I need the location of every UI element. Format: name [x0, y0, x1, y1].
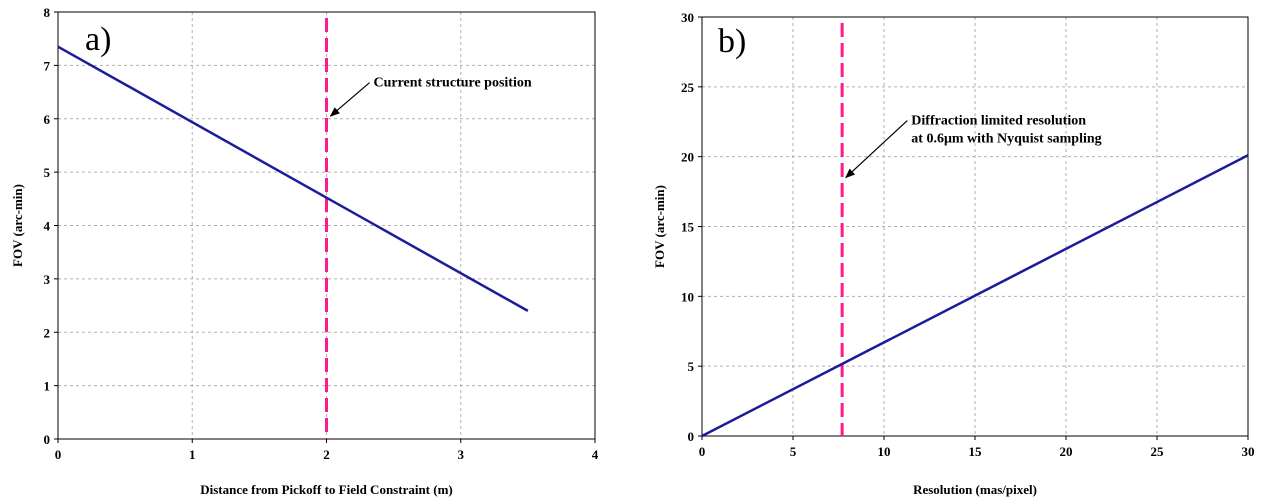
- y-tick-label: 1: [44, 379, 51, 394]
- x-tick-label: 3: [458, 447, 465, 462]
- x-tick-label: 20: [1060, 444, 1073, 459]
- y-tick-label: 6: [44, 112, 51, 127]
- y-tick-label: 5: [688, 359, 695, 374]
- x-axis-label: Resolution (mas/pixel): [913, 482, 1037, 497]
- annotation-text: Current structure position: [373, 76, 531, 91]
- y-tick-label: 7: [44, 58, 51, 73]
- y-tick-label: 3: [44, 272, 51, 287]
- x-tick-label: 15: [969, 444, 983, 459]
- x-tick-label: 10: [878, 444, 891, 459]
- y-tick-label: 0: [688, 429, 695, 444]
- y-tick-label: 15: [681, 220, 695, 235]
- y-tick-label: 5: [44, 165, 51, 180]
- x-tick-label: 0: [699, 444, 706, 459]
- x-tick-label: 4: [592, 447, 599, 462]
- y-tick-label: 8: [44, 5, 51, 20]
- x-tick-label: 30: [1242, 444, 1255, 459]
- x-tick-label: 2: [323, 447, 330, 462]
- y-tick-label: 0: [44, 432, 51, 447]
- y-tick-label: 10: [681, 289, 694, 304]
- annotation-arrow: [329, 82, 370, 117]
- x-axis-label: Distance from Pickoff to Field Constrain…: [200, 482, 453, 497]
- chart-panel-a: 0 1 2 3 4 0 1 2 3 4 5 6 7 8 Distance from Pickoff to F…: [10, 5, 599, 497]
- y-tick-label: 2: [44, 325, 51, 340]
- annotation-arrow: [845, 120, 908, 179]
- y-axis-label: FOV (arc-min): [652, 185, 667, 268]
- chart-panel-b: 0 5 10 15 20 25 30 0 5 10 15 20 25 30 Resolution (mas/…: [652, 10, 1255, 497]
- y-tick-label: 20: [681, 150, 694, 165]
- annotation-text: at 0.6μm with Nyquist sampling: [911, 132, 1101, 147]
- series-line: [701, 154, 1249, 438]
- y-tick-label: 25: [681, 80, 695, 95]
- y-axis-label: FOV (arc-min): [10, 184, 25, 267]
- x-tick-label: 0: [55, 447, 62, 462]
- panel-label: a): [85, 21, 111, 58]
- series-line: [57, 45, 529, 312]
- x-tick-label: 25: [1151, 444, 1165, 459]
- annotation-text: Diffraction limited resolution: [911, 114, 1086, 129]
- y-tick-label: 4: [44, 219, 51, 234]
- panel-label: b): [718, 23, 746, 60]
- x-tick-label: 1: [189, 447, 196, 462]
- y-tick-label: 30: [681, 10, 694, 25]
- x-tick-label: 5: [790, 444, 797, 459]
